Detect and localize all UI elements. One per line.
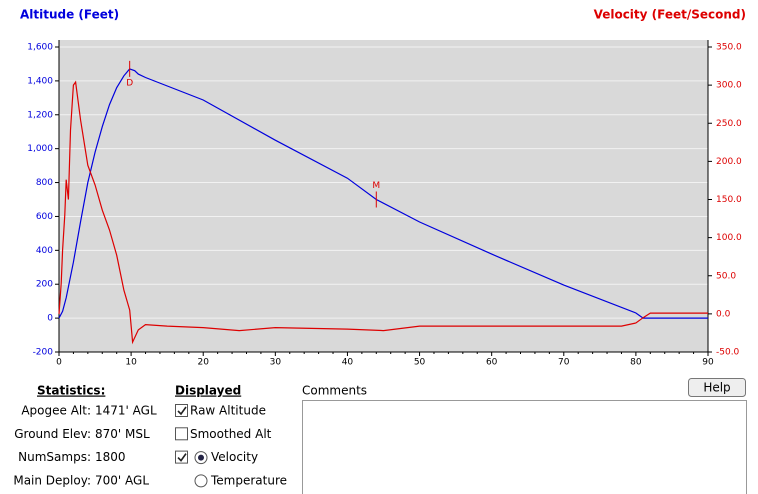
checkbox[interactable]: [175, 427, 188, 441]
option-label[interactable]: Temperature: [210, 473, 287, 487]
comments-box[interactable]: [302, 400, 747, 494]
checkbox[interactable]: [175, 404, 188, 417]
checkbox-check[interactable]: [177, 406, 187, 416]
comments-label: Comments: [302, 384, 367, 398]
x-tick-label: 50: [414, 358, 426, 368]
plot-area: [59, 40, 708, 352]
y2-tick-label: 0.0: [716, 309, 731, 319]
series-line: [58, 68, 708, 319]
y-tick-label: 600: [36, 212, 53, 222]
y-tick-label: 1,200: [27, 110, 53, 120]
statistic-value: 1800: [95, 450, 126, 464]
x-tick-label: 80: [630, 358, 642, 368]
y-tick-label: 1,000: [27, 144, 53, 154]
option-label[interactable]: Smoothed Alt: [190, 427, 272, 441]
annotation-label: D: [126, 78, 133, 88]
right-axis-title: Velocity (Feet/Second): [594, 8, 746, 22]
displayed-title: Displayed: [175, 384, 241, 398]
statistic-label: Apogee Alt:: [21, 404, 91, 418]
x-tick-label: 10: [125, 358, 137, 368]
statistic-value: 1471' AGL: [95, 404, 157, 418]
x-tick-label: 20: [197, 358, 209, 368]
checkbox[interactable]: [175, 450, 188, 464]
x-tick-label: 90: [702, 358, 714, 368]
y2-tick-label: 300.0: [716, 81, 742, 91]
statistic-label: Ground Elev:: [14, 427, 91, 441]
y-tick-label: 1,400: [27, 76, 53, 86]
y-tick-label: 400: [36, 246, 53, 256]
y2-tick-label: 100.0: [716, 233, 742, 243]
y2-tick-label: -50.0: [716, 348, 740, 358]
statistic-label: NumSamps:: [18, 450, 91, 464]
option-label[interactable]: Raw Altitude: [190, 404, 266, 418]
option-label[interactable]: Velocity: [211, 450, 258, 464]
y2-tick-label: 50.0: [716, 271, 736, 281]
x-tick-label: 40: [342, 358, 354, 368]
statistics-title: Statistics:: [37, 384, 105, 398]
y2-tick-label: 150.0: [716, 195, 742, 205]
statistic-value: 870' MSL: [95, 427, 150, 441]
y-tick-label: 200: [36, 280, 53, 290]
help-button-label[interactable]: Help: [703, 381, 730, 395]
radio-button[interactable]: [194, 474, 208, 488]
y2-tick-label: 200.0: [716, 157, 742, 167]
x-tick-label: 0: [56, 358, 62, 368]
checkbox-check[interactable]: [177, 453, 187, 462]
statistic-value: 700' AGL: [95, 473, 149, 487]
radio-dot[interactable]: [198, 454, 204, 461]
x-tick-label: 60: [486, 358, 498, 368]
annotation-label: M: [372, 181, 380, 191]
y2-tick-label: 350.0: [716, 43, 742, 53]
help-button[interactable]: [688, 378, 746, 397]
x-tick-label: 70: [558, 358, 570, 368]
x-tick-label: 30: [270, 358, 282, 368]
left-axis-title: Altitude (Feet): [20, 8, 119, 22]
y-tick-label: 800: [36, 178, 53, 188]
series-line: [58, 80, 708, 345]
statistic-label: Main Deploy:: [13, 473, 91, 487]
y-tick-label: 1,600: [27, 43, 53, 53]
y2-tick-label: 250.0: [716, 119, 742, 129]
y-tick-label: -200: [33, 348, 54, 358]
y-tick-label: 0: [47, 314, 53, 324]
